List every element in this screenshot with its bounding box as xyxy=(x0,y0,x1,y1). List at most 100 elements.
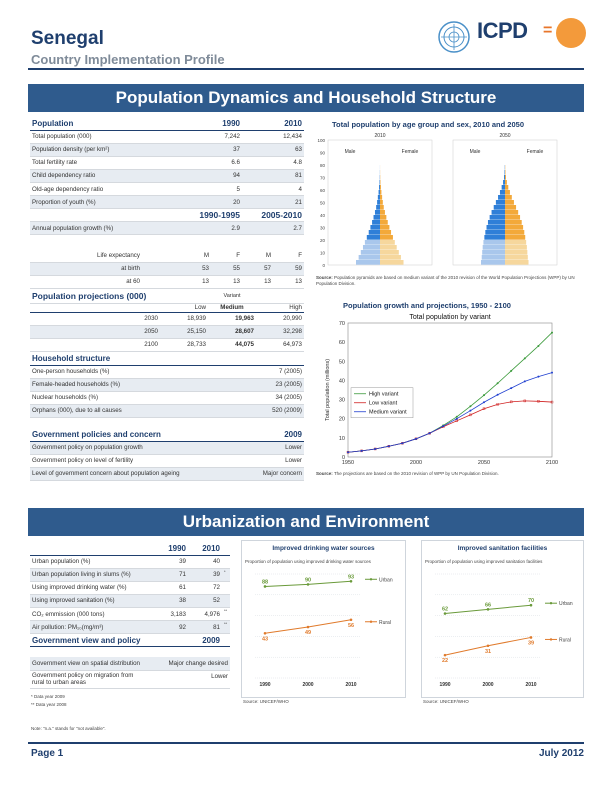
data-label: 22 xyxy=(442,658,448,664)
female-bar xyxy=(505,225,524,230)
data-point xyxy=(509,400,513,404)
legend-label: Rural xyxy=(379,620,391,626)
data-point xyxy=(483,394,485,397)
data-point xyxy=(455,417,458,420)
policies-title: Government policies and concern xyxy=(30,428,220,442)
table-row: at birth 53 55 57 59 xyxy=(30,262,304,276)
data-point xyxy=(523,380,526,383)
table-row: Government policy on level of fertility L… xyxy=(30,454,304,468)
data-label: 93 xyxy=(348,574,354,580)
na-note: Note: "n.a." stands for "not available". xyxy=(31,726,106,731)
male-bar xyxy=(489,215,505,220)
data-point xyxy=(537,400,540,403)
age-tick-label: 50 xyxy=(320,201,326,206)
icpd-logo-circle xyxy=(556,18,586,48)
life-expectancy-table: Life expectancy M F M F at birth 53 55 57 59 at … xyxy=(30,249,304,289)
data-point xyxy=(374,447,377,450)
col-2010: 2010 xyxy=(242,117,304,131)
y-tick-label: 20 xyxy=(339,417,345,423)
data-label: 90 xyxy=(305,577,311,583)
male-bar xyxy=(484,235,505,240)
male-bar xyxy=(498,195,505,200)
household-table: Household structure One-person household… xyxy=(30,352,304,418)
data-label: 70 xyxy=(528,598,534,604)
data-point xyxy=(349,579,353,583)
data-point xyxy=(306,583,310,586)
male-bar xyxy=(377,195,380,200)
female-bar xyxy=(505,230,525,235)
x-tick-label: 2010 xyxy=(345,682,356,688)
male-bar xyxy=(501,185,505,190)
x-tick-label: 1990 xyxy=(439,682,450,688)
x-tick-label: 1990 xyxy=(259,682,270,688)
data-point xyxy=(537,375,540,378)
female-bar xyxy=(505,205,517,210)
female-bar xyxy=(380,205,384,210)
data-point xyxy=(401,442,404,445)
y-tick-label: 50 xyxy=(339,359,345,365)
data-point xyxy=(455,415,458,418)
sanitation-chart-box xyxy=(421,540,584,698)
sanitation-chart-subtitle: Proportion of population using improved … xyxy=(425,559,543,564)
male-bar xyxy=(493,205,505,210)
table-row: 2100 28,733 44,075 64,973 xyxy=(30,338,304,352)
view-table: Government view on spatial distribution M… xyxy=(30,657,230,689)
data-point xyxy=(263,631,267,635)
icpd-logo-equals: = xyxy=(543,22,553,39)
pyramid-frame xyxy=(327,139,433,266)
data-point xyxy=(469,409,472,412)
y-tick-label: 70 xyxy=(339,321,345,327)
female-bar xyxy=(505,240,527,245)
view-title: Government view and policy xyxy=(30,633,148,648)
male-bar xyxy=(485,230,505,235)
sanitation-source: Source: UNICEF/WHO xyxy=(423,699,469,704)
pyramid-source: Source: Population pyramids are based on… xyxy=(316,275,575,286)
male-bar xyxy=(379,185,380,190)
male-bar xyxy=(481,260,505,265)
age-tick-label: 40 xyxy=(320,213,326,218)
period-header-row: 1990-1995 2005-2010 xyxy=(30,208,304,223)
urban-table: 1990 2010 Urban population (%) 39 40 Urban … xyxy=(30,542,230,648)
data-point xyxy=(496,382,499,385)
pyramid-year-label: 2010 xyxy=(374,133,385,139)
female-bar xyxy=(505,190,510,195)
male-bar xyxy=(377,200,380,205)
male-bar xyxy=(491,210,505,215)
plot-frame xyxy=(347,322,553,458)
data-label: 31 xyxy=(485,649,491,655)
legend-marker xyxy=(549,602,553,605)
male-bar xyxy=(362,245,380,250)
data-point xyxy=(550,400,554,404)
table-row: at 60 13 13 13 13 xyxy=(30,275,304,289)
table-row: One-person households (%) 7 (2005) xyxy=(30,365,304,379)
policies-table: Government policies and concern 2009 Gove… xyxy=(30,428,304,481)
data-label: 49 xyxy=(305,630,311,636)
data-point xyxy=(443,612,447,615)
series-line xyxy=(347,372,553,453)
female-bar xyxy=(505,210,519,215)
x-tick-label: 2050 xyxy=(478,460,490,466)
table-row: Nuclear households (%) 34 (2005) xyxy=(30,391,304,405)
sanitation-chart-title: Improved sanitation facilities xyxy=(457,545,548,552)
data-point xyxy=(496,393,499,396)
table-row: 2030 18,939 19,963 20,990 xyxy=(30,312,304,326)
male-bar xyxy=(366,235,380,240)
data-point xyxy=(455,419,459,423)
data-point xyxy=(523,399,527,403)
female-bar xyxy=(380,250,399,255)
age-tick-label: 100 xyxy=(317,138,325,143)
legend-marker xyxy=(549,638,553,641)
male-bar xyxy=(376,205,380,210)
chart-subtitle: Total population by variant xyxy=(409,314,490,321)
male-bar xyxy=(486,225,505,230)
y-tick-label: 0 xyxy=(342,455,345,461)
female-label: Female xyxy=(402,149,419,155)
table-row: Proportion of youth (%) 20 21 xyxy=(30,195,304,210)
data-point xyxy=(529,636,533,639)
projections-title: Population projections (000) xyxy=(30,290,160,304)
projection-line-chart: Total population by variant 0 10 20 30 40 50 60… xyxy=(325,314,558,466)
male-bar xyxy=(373,215,380,220)
table-row: Orphans (000), due to all causes 520 (200… xyxy=(30,404,304,418)
data-point xyxy=(349,618,353,622)
table-row: Population density (per km²) 37 63 xyxy=(30,143,304,157)
